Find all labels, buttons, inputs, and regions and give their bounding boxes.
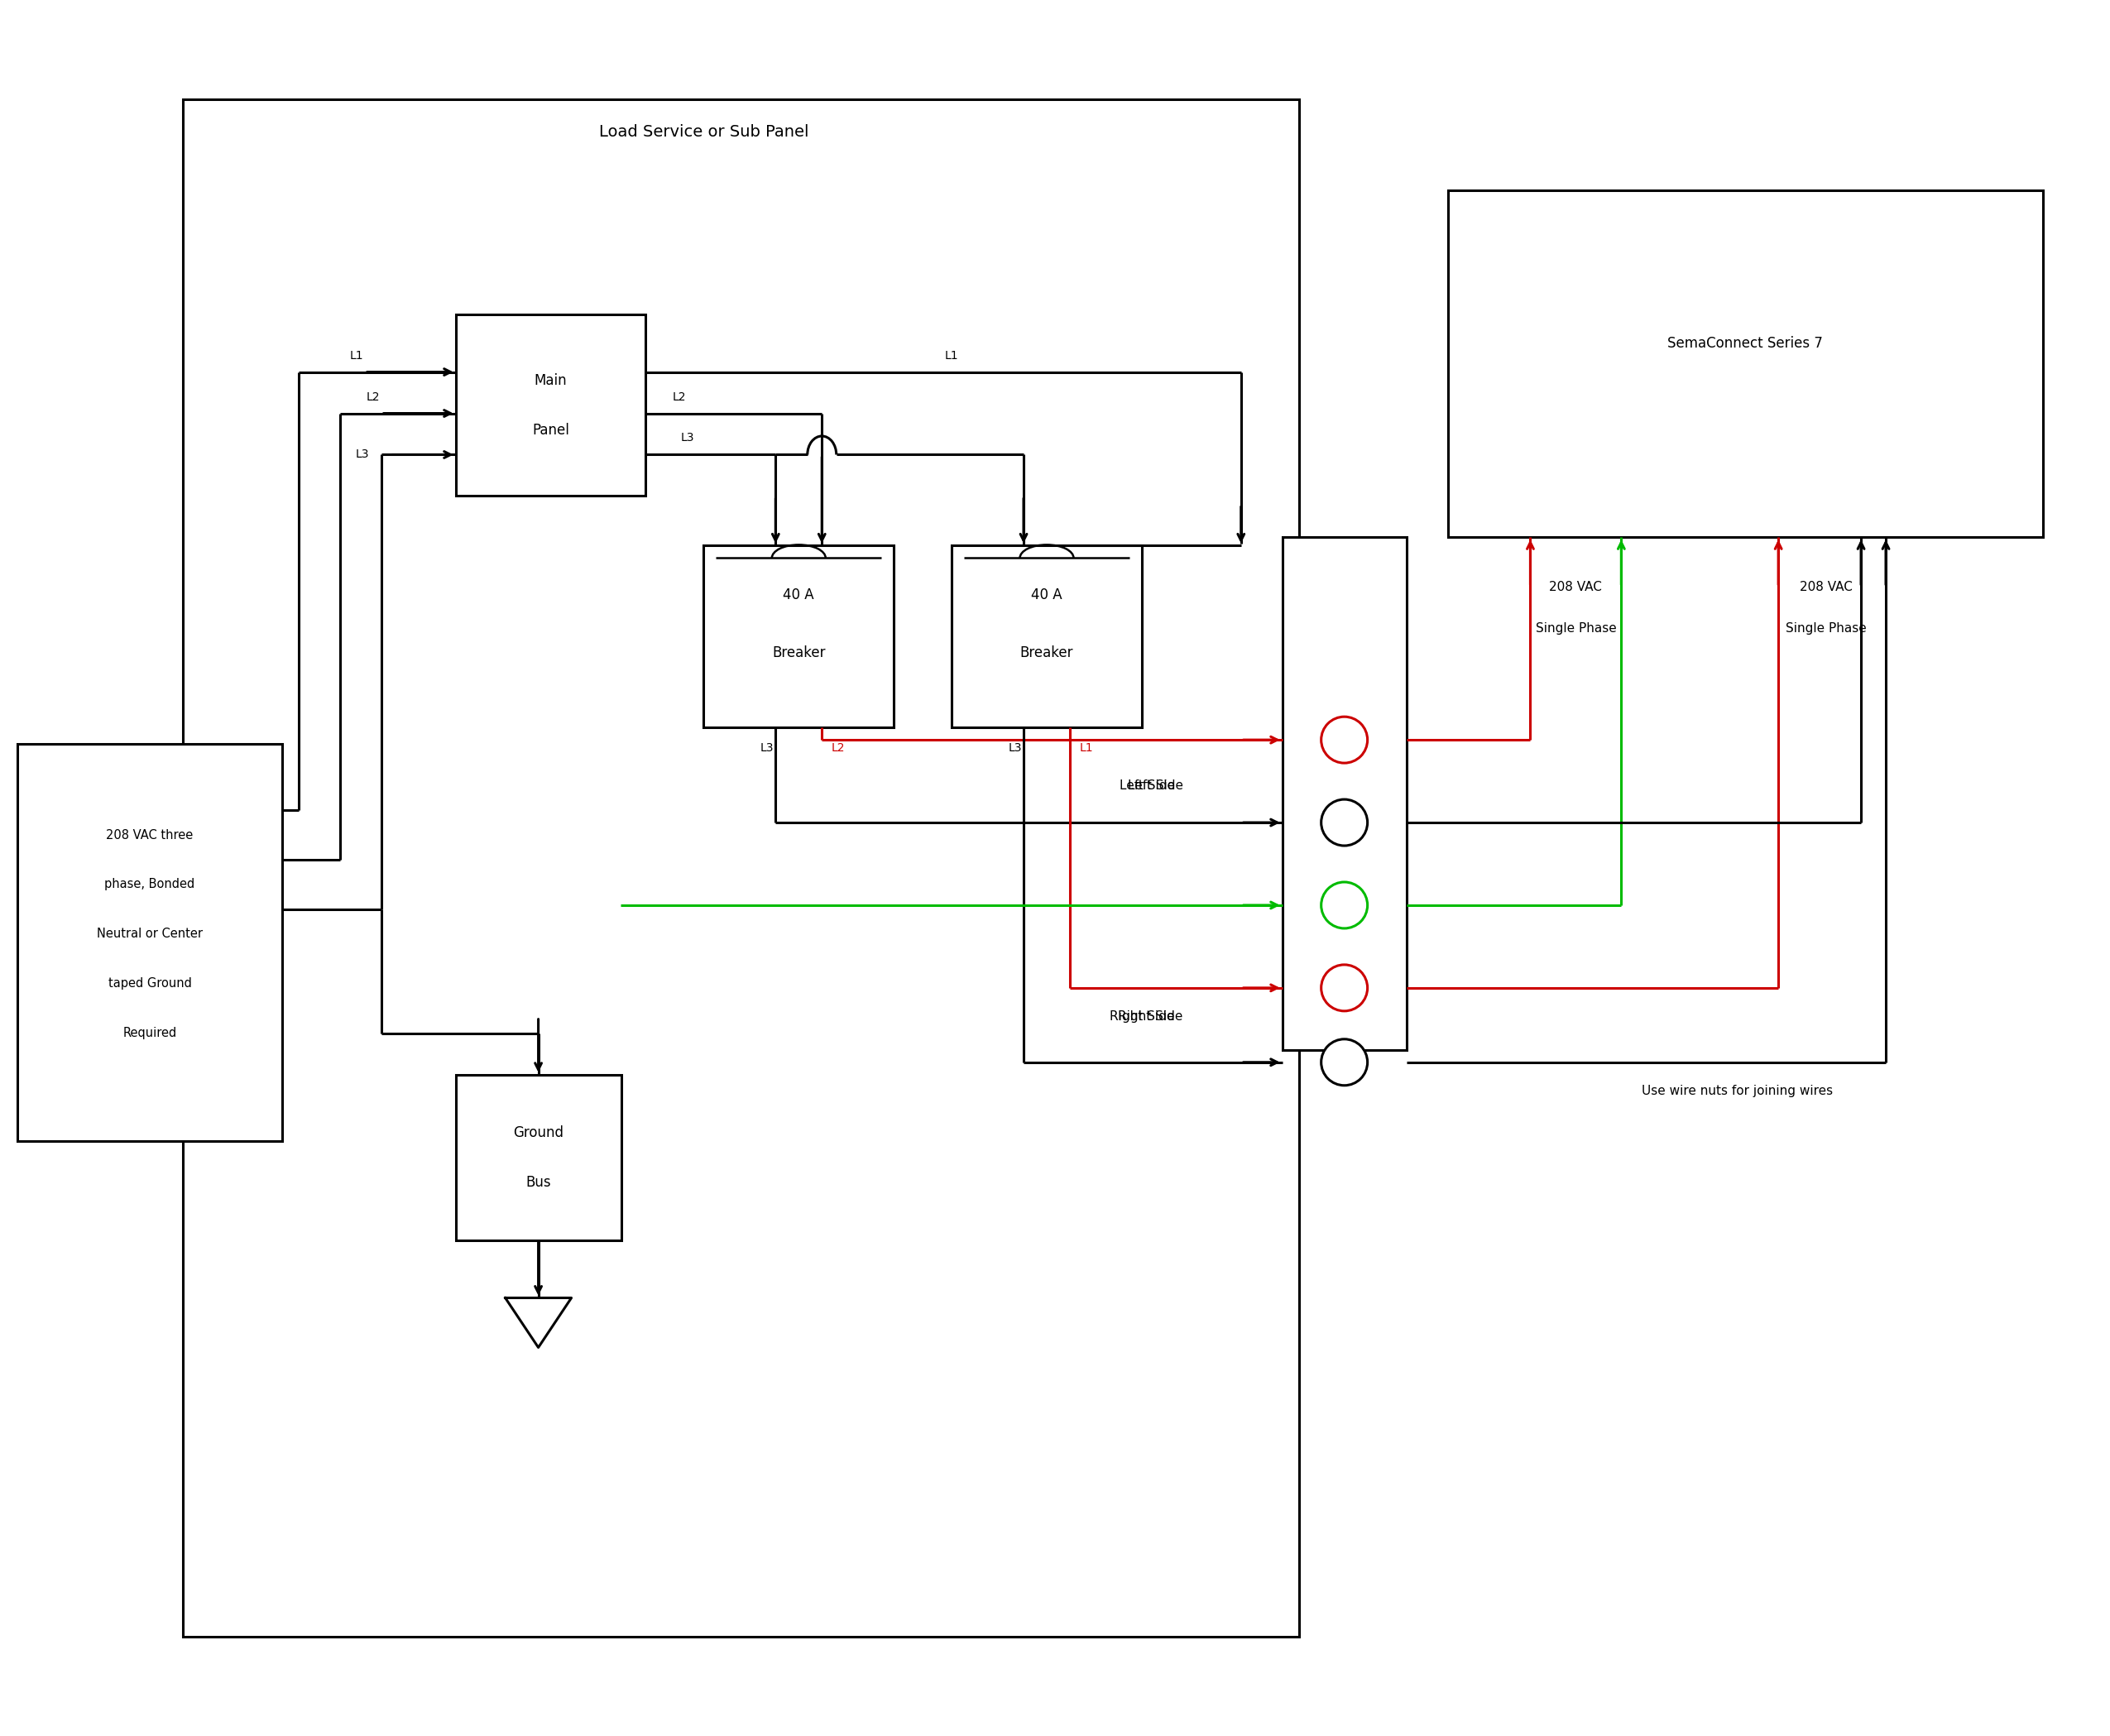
Text: Right Side: Right Side [1110, 1010, 1175, 1023]
Bar [1447, 191, 2042, 538]
Text: Breaker: Breaker [772, 646, 825, 660]
Text: L1: L1 [1080, 743, 1093, 753]
Text: phase, Bonded: phase, Bonded [106, 878, 194, 891]
Bar [952, 545, 1142, 727]
Text: Use wire nuts for joining wires: Use wire nuts for joining wires [1642, 1085, 1834, 1097]
Text: Panel: Panel [532, 422, 570, 437]
Circle shape [1321, 965, 1367, 1010]
Text: L1: L1 [945, 349, 958, 361]
Text: Neutral or Center: Neutral or Center [97, 929, 203, 941]
Bar [1283, 538, 1407, 1050]
Text: taped Ground: taped Ground [108, 977, 192, 990]
Circle shape [1321, 799, 1367, 845]
Text: L1: L1 [350, 349, 363, 361]
Text: SemaConnect Series 7: SemaConnect Series 7 [1667, 335, 1823, 351]
Text: 40 A: 40 A [1032, 589, 1061, 602]
Text: Required: Required [122, 1028, 177, 1040]
Text: L2: L2 [673, 391, 686, 403]
Text: Load Service or Sub Panel: Load Service or Sub Panel [599, 125, 808, 141]
Text: L3: L3 [1009, 743, 1021, 753]
Bar [184, 99, 1300, 1637]
Bar [456, 1075, 620, 1240]
Bar [703, 545, 895, 727]
Text: Left Side: Left Side [1120, 779, 1175, 792]
Text: 40 A: 40 A [783, 589, 814, 602]
Text: Breaker: Breaker [1019, 646, 1074, 660]
Text: L3: L3 [679, 432, 694, 444]
Text: 208 VAC three: 208 VAC three [106, 828, 194, 842]
Text: Single Phase: Single Phase [1536, 621, 1616, 634]
Text: Bus: Bus [525, 1175, 551, 1189]
Text: L3: L3 [760, 743, 774, 753]
Text: Left Side: Left Side [1127, 779, 1184, 792]
Text: L2: L2 [831, 743, 846, 753]
Text: L3: L3 [354, 450, 369, 460]
Text: Right Side: Right Side [1118, 1010, 1184, 1023]
Text: Single Phase: Single Phase [1785, 621, 1867, 634]
Text: Ground: Ground [513, 1125, 563, 1141]
Bar [456, 314, 646, 496]
Text: 208 VAC: 208 VAC [1549, 582, 1601, 594]
Circle shape [1321, 717, 1367, 764]
Circle shape [1321, 1040, 1367, 1085]
Text: Main: Main [534, 373, 568, 387]
Text: 208 VAC: 208 VAC [1800, 582, 1853, 594]
Bar [17, 745, 283, 1141]
Text: L2: L2 [367, 391, 380, 403]
Circle shape [1321, 882, 1367, 929]
